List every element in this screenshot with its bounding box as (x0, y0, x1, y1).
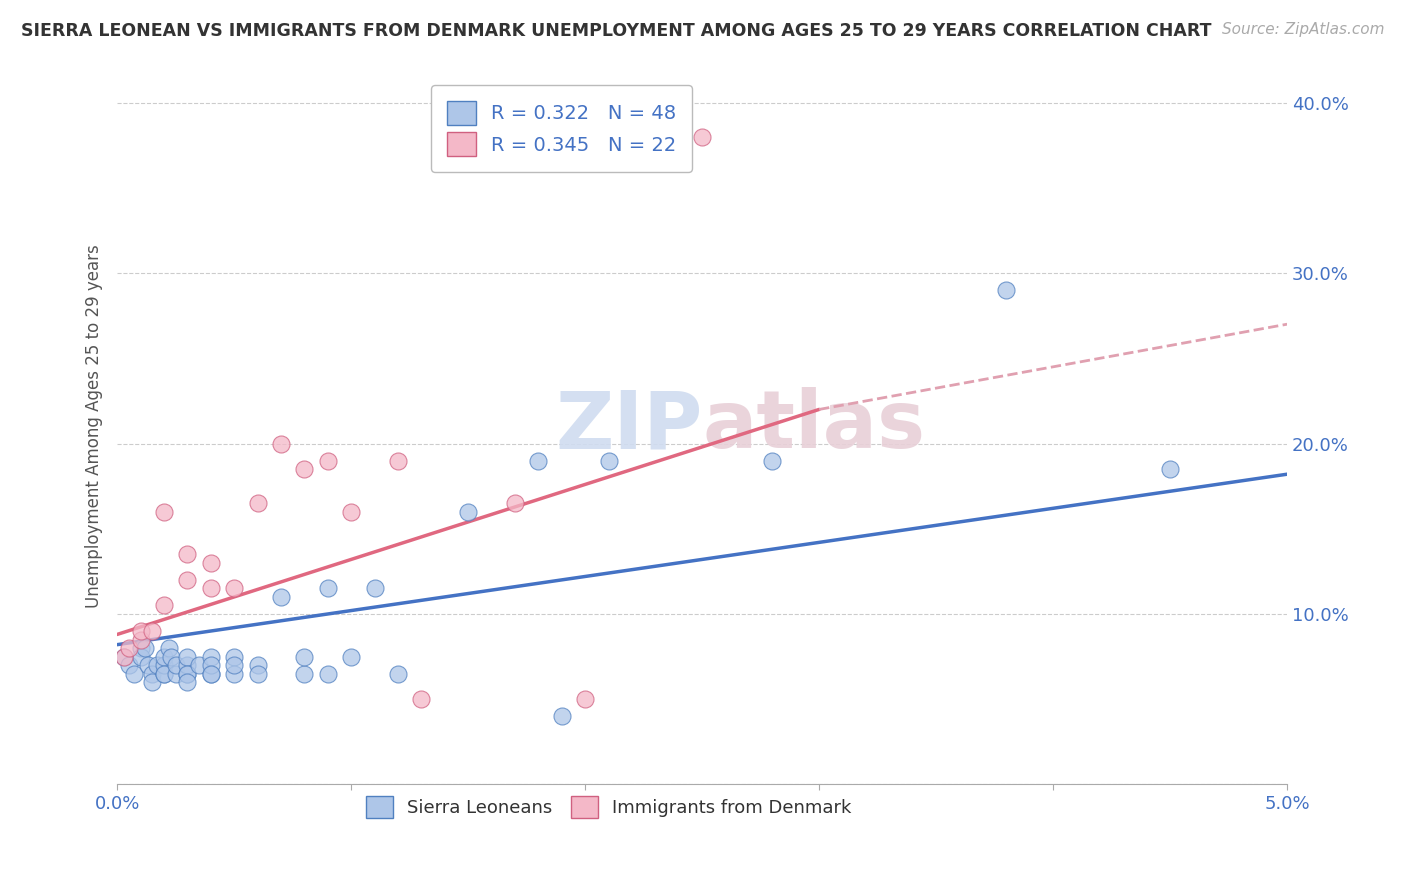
Point (340, 505, 363, 519)
Point (141, 675, 163, 690)
Point (134, 641, 156, 656)
Point (129, 641, 152, 656)
Text: SIERRA LEONEAN VS IMMIGRANTS FROM DENMARK UNEMPLOYMENT AMONG AGES 25 TO 29 YEARS: SIERRA LEONEAN VS IMMIGRANTS FROM DENMAR… (21, 22, 1212, 40)
Point (316, 666, 339, 681)
Point (165, 666, 187, 681)
Point (165, 658, 187, 673)
Point (551, 709, 574, 723)
Point (387, 453, 409, 467)
Point (246, 496, 269, 510)
Point (527, 453, 550, 467)
Point (153, 649, 176, 664)
Point (292, 649, 315, 664)
Point (200, 666, 222, 681)
Point (112, 649, 135, 664)
Point (761, 453, 783, 467)
Point (176, 547, 198, 561)
Text: ZIP: ZIP (555, 387, 702, 466)
Point (224, 582, 246, 596)
Point (995, 283, 1018, 297)
Point (200, 666, 222, 681)
Point (153, 505, 176, 519)
Point (690, 129, 713, 144)
Point (292, 462, 315, 476)
Point (153, 658, 176, 673)
Point (387, 666, 409, 681)
Point (118, 641, 141, 656)
Point (141, 624, 163, 638)
Point (1159, 462, 1181, 476)
Point (224, 658, 246, 673)
Point (224, 666, 246, 681)
Point (153, 666, 176, 681)
Point (200, 658, 222, 673)
Point (200, 556, 222, 570)
Point (176, 675, 198, 690)
Point (176, 573, 198, 587)
Point (129, 649, 152, 664)
Point (503, 496, 526, 510)
Point (176, 658, 198, 673)
Y-axis label: Unemployment Among Ages 25 to 29 years: Unemployment Among Ages 25 to 29 years (86, 244, 103, 608)
Point (411, 692, 433, 706)
Text: atlas: atlas (702, 387, 925, 466)
Point (122, 666, 145, 681)
Point (246, 658, 269, 673)
Point (146, 658, 169, 673)
Point (292, 666, 315, 681)
Point (153, 599, 176, 613)
Point (316, 453, 339, 467)
Point (129, 632, 152, 647)
Point (270, 590, 292, 604)
Point (118, 658, 141, 673)
Point (316, 582, 339, 596)
Point (176, 666, 198, 681)
Point (176, 666, 198, 681)
Point (141, 666, 163, 681)
Text: Source: ZipAtlas.com: Source: ZipAtlas.com (1222, 22, 1385, 37)
Point (129, 624, 152, 638)
Point (574, 692, 596, 706)
Point (188, 658, 211, 673)
Point (112, 649, 135, 664)
Point (200, 649, 222, 664)
Point (598, 453, 620, 467)
Point (136, 658, 159, 673)
Point (457, 505, 479, 519)
Point (340, 649, 363, 664)
Point (153, 666, 176, 681)
Point (176, 649, 198, 664)
Point (224, 649, 246, 664)
Point (157, 641, 180, 656)
Point (246, 666, 269, 681)
Point (160, 649, 183, 664)
Legend: Sierra Leoneans, Immigrants from Denmark: Sierra Leoneans, Immigrants from Denmark (359, 789, 859, 825)
Point (363, 582, 385, 596)
Point (200, 582, 222, 596)
Point (270, 436, 292, 450)
